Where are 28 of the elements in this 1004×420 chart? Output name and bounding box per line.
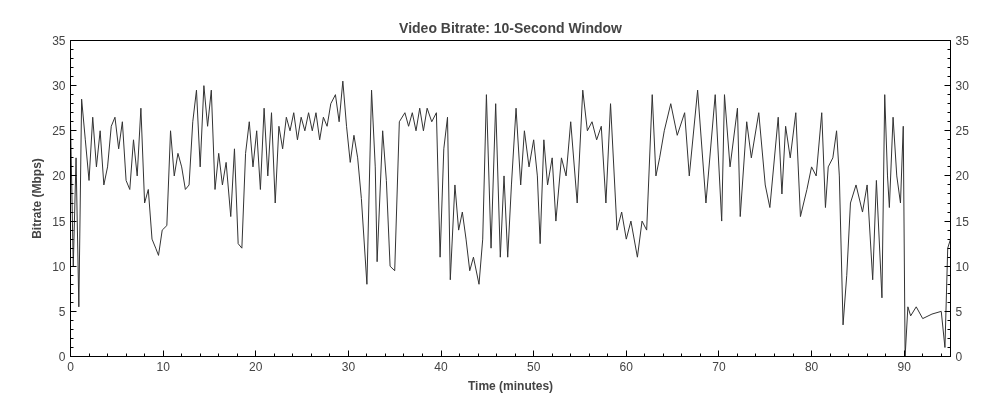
x-axis-title: Time (minutes) — [467, 378, 554, 393]
x-tick-label: 90 — [897, 359, 912, 374]
y2-tick-label: 10 — [955, 259, 970, 274]
y-tick-label: 25 — [52, 124, 66, 139]
x-tick-label: 40 — [434, 359, 449, 374]
y2-tick-label: 20 — [955, 169, 970, 184]
y2-tick-label: 0 — [955, 350, 963, 364]
y2-tick-label: 30 — [955, 79, 970, 94]
x-tick-label: 70 — [712, 359, 726, 374]
x-tick-label: 20 — [249, 359, 263, 374]
y2-tick-label: 25 — [955, 124, 970, 139]
y2-tick-label: 35 — [955, 34, 970, 48]
x-tick-label: 80 — [804, 359, 819, 374]
y-tick-label: 35 — [52, 34, 66, 48]
x-tick-label: 10 — [156, 359, 171, 374]
y-tick-label: 10 — [52, 259, 66, 274]
y2-tick-label: 15 — [955, 214, 970, 229]
y-tick-label: 30 — [52, 79, 66, 94]
y-axis-title: Bitrate (Mbps) — [30, 158, 45, 239]
y-tick-label: 0 — [58, 350, 66, 364]
x-tick-label: 60 — [619, 359, 634, 374]
chart-title: Video Bitrate: 10-Second Window — [399, 19, 623, 36]
x-tick-label: 50 — [526, 359, 541, 374]
x-tick-label: 30 — [341, 359, 356, 374]
y-tick-label: 20 — [52, 169, 66, 184]
y-tick-label: 15 — [52, 214, 66, 229]
y2-tick-label: 5 — [955, 304, 963, 319]
y-tick-label: 5 — [58, 304, 66, 319]
